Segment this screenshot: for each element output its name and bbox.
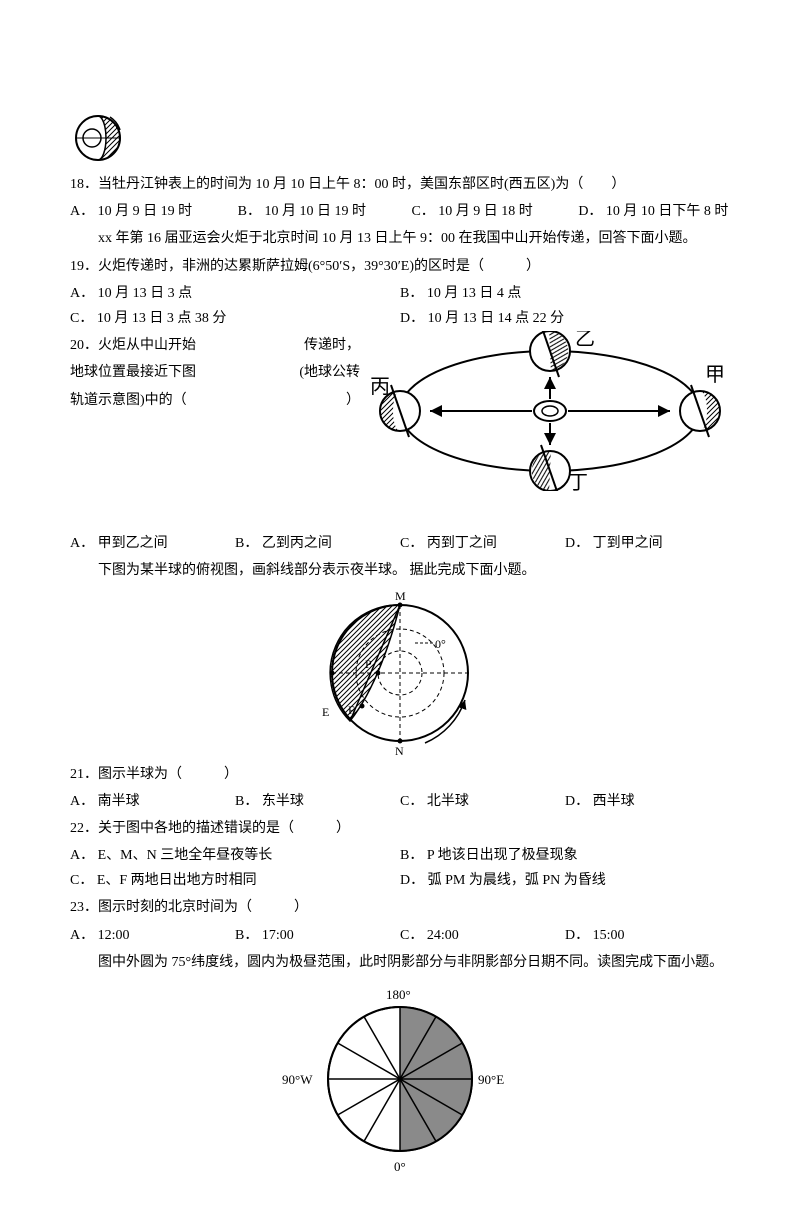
context-19-20: xx 年第 16 届亚运会火炬于北京时间 10 月 13 日上午 9：00 在我… (70, 226, 730, 251)
q18-options: A． 10 月 9 日 19 时 B． 10 月 10 日 19 时 C． 10… (70, 199, 730, 224)
q21-opt-b: B． 东半球 (235, 789, 400, 814)
q23-number: 23． (70, 900, 98, 915)
context-21-23: 下图为某半球的俯视图，画斜线部分表示夜半球。 据此完成下面小题。 (70, 558, 730, 583)
q23-text: 图示时刻的北京时间为（ ） (98, 900, 308, 915)
polar-right: 90°E (478, 1072, 504, 1087)
q21-opt-a: A． 南半球 (70, 789, 235, 814)
orbit-label-yi: 乙 (575, 331, 595, 350)
q20-line1: 20．火炬从中山开始 传递时， (70, 333, 360, 358)
q21-options: A． 南半球 B． 东半球 C． 北半球 D． 西半球 (70, 789, 730, 814)
q20-options: A． 甲到乙之间 B． 乙到丙之间 C． 丙到丁之间 D． 丁到甲之间 (70, 531, 730, 556)
q20-opt-c: C． 丙到丁之间 (400, 531, 565, 556)
q19-stem: 19．火炬传递时，非洲的达累斯萨拉姆(6°50′S，39°30′E)的区时是（ … (70, 254, 730, 279)
q22-stem: 22．关于图中各地的描述错误的是（ ） (70, 816, 730, 841)
q21-opt-c: C． 北半球 (400, 789, 565, 814)
q20-l3-right: ） (346, 388, 360, 413)
q18-text: 当牡丹江钟表上的时间为 10 月 10 日上午 8：00 时，美国东部区时(西五… (98, 177, 625, 192)
q22-text: 关于图中各地的描述错误的是（ ） (98, 821, 350, 836)
q19-options-row1: A． 10 月 13 日 3 点 B． 10 月 13 日 4 点 (70, 281, 730, 306)
q23-opt-b: B． 17:00 (235, 923, 400, 948)
q20-line3: 轨道示意图)中的（ ） (70, 388, 360, 413)
q23-opt-d: D． 15:00 (565, 923, 730, 948)
q19-text: 火炬传递时，非洲的达累斯萨拉姆(6°50′S，39°30′E)的区时是（ ） (98, 259, 540, 274)
q21-stem: 21．图示半球为（ ） (70, 762, 730, 787)
q21-number: 21． (70, 767, 98, 782)
q22-options-row2: C． E、F 两地日出地方时相同 D． 弧 PM 为晨线，弧 PN 为昏线 (70, 868, 730, 893)
q19-number: 19． (70, 259, 98, 274)
q19-opt-d: D． 10 月 13 日 14 点 22 分 (400, 306, 730, 331)
context-24: 图中外圆为 75°纬度线，圆内为极昼范围，此时阴影部分与非阴影部分日期不同。读图… (70, 950, 730, 975)
orbit-label-bing: 丙 (370, 376, 390, 398)
q20-opt-b: B． 乙到丙之间 (235, 531, 400, 556)
q22-options-row1: A． E、M、N 三地全年昼夜等长 B． P 地该日出现了极昼现象 (70, 843, 730, 868)
q20-line2: 地球位置最接近下图 (地球公转 (70, 360, 360, 385)
q20-l3-left: 轨道示意图)中的（ (70, 393, 187, 408)
hemi-N: N (395, 744, 404, 758)
q23-opt-a: A． 12:00 (70, 923, 235, 948)
polar-left: 90°W (282, 1072, 313, 1087)
hemi-E: E (322, 705, 329, 719)
hemi-P: P (365, 657, 372, 671)
orbit-label-ding: 丁 (568, 472, 588, 491)
q20-l1-right: 传递时， (304, 333, 360, 358)
q18-opt-a: A． 10 月 9 日 19 时 (70, 204, 192, 219)
q18-opt-b: B． 10 月 10 日 19 时 (238, 204, 366, 219)
q21-text: 图示半球为（ ） (98, 767, 238, 782)
q22-opt-a: A． E、M、N 三地全年昼夜等长 (70, 843, 400, 868)
q19-opt-c: C． 10 月 13 日 3 点 38 分 (70, 306, 400, 331)
hemisphere-diagram: M N E F P 0° (70, 588, 730, 758)
q20-l2-left: 地球位置最接近下图 (70, 365, 196, 380)
q22-opt-b: B． P 地该日出现了极昼现象 (400, 843, 730, 868)
q22-opt-d: D． 弧 PM 为晨线，弧 PN 为昏线 (400, 868, 730, 893)
q23-stem: 23．图示时刻的北京时间为（ ） (70, 895, 730, 920)
polar-top: 180° (386, 987, 411, 1002)
hemi-M: M (395, 589, 406, 603)
q23-opt-c: C． 24:00 (400, 923, 565, 948)
q18-number: 18． (70, 177, 98, 192)
polar-diagram: 180° 90°E 90°W 0° (70, 979, 730, 1179)
q19-opt-b: B． 10 月 13 日 4 点 (400, 281, 730, 306)
q21-opt-d: D． 西半球 (565, 789, 730, 814)
q18-opt-c: C． 10 月 9 日 18 时 (411, 204, 532, 219)
small-globe-icon (70, 110, 730, 166)
hemi-F: F (348, 703, 355, 717)
q20-number: 20． (70, 338, 98, 353)
q22-number: 22． (70, 821, 98, 836)
q18-stem: 18．当牡丹江钟表上的时间为 10 月 10 日上午 8：00 时，美国东部区时… (70, 172, 730, 197)
polar-bottom: 0° (394, 1159, 406, 1174)
q18-opt-d: D． 10 月 10 日下午 8 时 (578, 204, 728, 219)
q20-l1-left: 火炬从中山开始 (98, 338, 196, 353)
orbit-diagram: 甲 乙 丙 丁 (370, 331, 730, 491)
orbit-label-jia: 甲 (705, 364, 725, 386)
q19-opt-a: A． 10 月 13 日 3 点 (70, 281, 400, 306)
q19-options-row2: C． 10 月 13 日 3 点 38 分 D． 10 月 13 日 14 点 … (70, 306, 730, 331)
q20-opt-a: A． 甲到乙之间 (70, 531, 235, 556)
q22-opt-c: C． E、F 两地日出地方时相同 (70, 868, 400, 893)
q20-opt-d: D． 丁到甲之间 (565, 531, 730, 556)
hemi-zero: 0° (435, 637, 446, 651)
q20-l2-right: (地球公转 (299, 360, 360, 385)
q23-options: A． 12:00 B． 17:00 C． 24:00 D． 15:00 (70, 923, 730, 948)
